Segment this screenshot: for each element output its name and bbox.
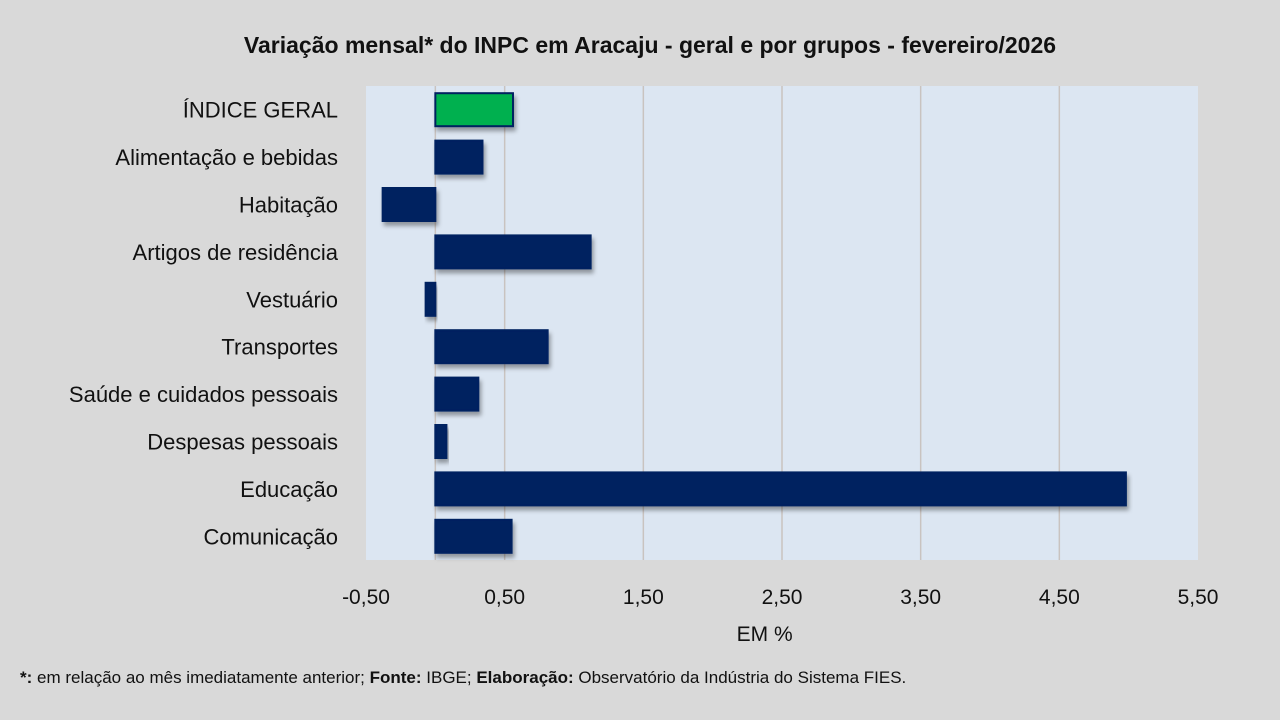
footnote-text: em relação ao mês imediatamente anterior…	[32, 668, 370, 687]
x-tick-label: 3,50	[900, 586, 941, 609]
bar	[434, 234, 592, 270]
footnote-star: *:	[20, 668, 33, 687]
x-tick-label: -0,50	[342, 586, 390, 609]
category-label: Artigos de residência	[133, 240, 339, 265]
bar	[381, 187, 437, 222]
x-tick-label: 4,50	[1039, 586, 1080, 609]
category-label: Alimentação e bebidas	[115, 145, 338, 170]
x-axis-label: EM %	[737, 623, 793, 646]
x-tick-label: 2,50	[762, 586, 803, 609]
bar	[434, 471, 1127, 507]
bar	[434, 329, 549, 365]
bar	[434, 376, 480, 412]
bar	[434, 424, 448, 459]
bar	[434, 518, 513, 554]
category-label: Comunicação	[203, 524, 338, 549]
category-label: Vestuário	[246, 287, 338, 312]
category-label: Despesas pessoais	[147, 430, 338, 455]
bar	[424, 281, 437, 317]
bar	[434, 139, 484, 175]
footnote-elab-label: Elaboração:	[476, 668, 574, 687]
footnote-source-label: Fonte:	[369, 668, 422, 687]
category-label: ÍNDICE GERAL	[183, 98, 338, 123]
x-tick-label: 5,50	[1178, 586, 1219, 609]
x-tick-label: 0,50	[484, 586, 525, 609]
category-label: Transportes	[221, 335, 338, 360]
category-label: Saúde e cuidados pessoais	[69, 382, 338, 407]
footnote-source: IBGE;	[421, 668, 477, 687]
chart-title: Variação mensal* do INPC em Aracaju - ge…	[243, 32, 1057, 58]
footnote-elab: Observatório da Indústria do Sistema FIE…	[573, 668, 907, 687]
category-label: Habitação	[239, 193, 338, 218]
footnote: *: em relação ao mês imediatamente anter…	[20, 668, 906, 688]
bar	[434, 92, 514, 128]
x-tick-label: 1,50	[623, 586, 664, 609]
category-label: Educação	[240, 477, 338, 502]
